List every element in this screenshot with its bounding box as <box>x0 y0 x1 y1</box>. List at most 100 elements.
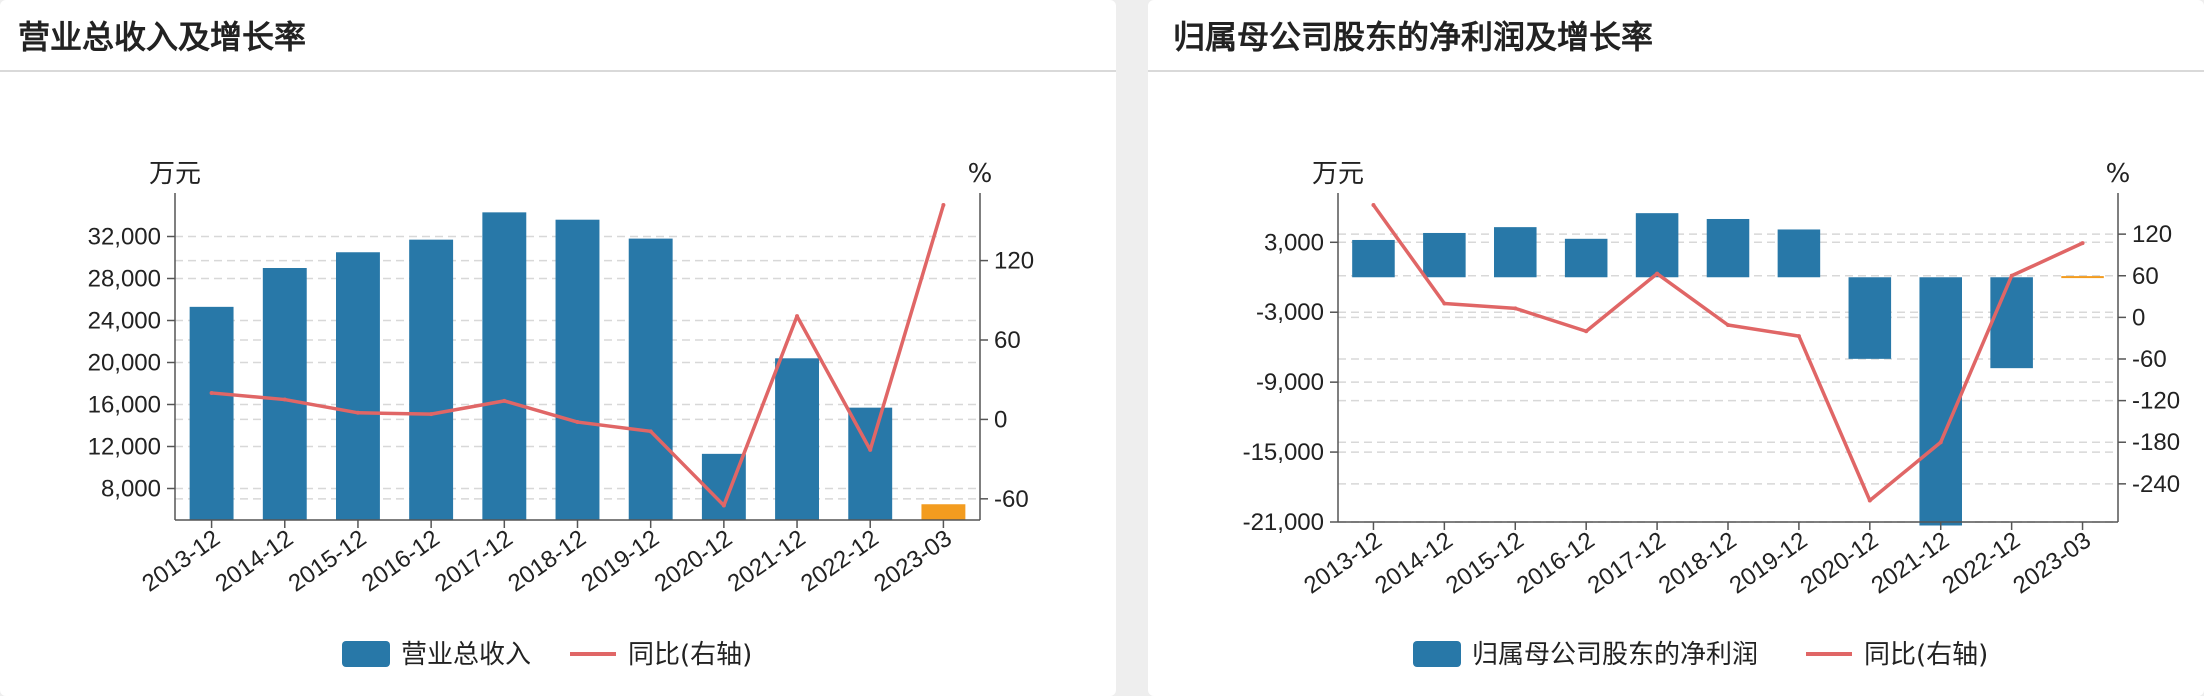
x-tick-label: 2020-12 <box>1796 527 1884 600</box>
growth-rate-point-2019-12[interactable] <box>1796 334 1801 339</box>
right-tick-label: 120 <box>2132 221 2172 248</box>
x-tick-label: 2015-12 <box>1441 527 1529 600</box>
left-tick-label: 28,000 <box>88 266 161 293</box>
x-tick-label: 2023-03 <box>869 525 957 598</box>
bar-2019-12[interactable] <box>1777 229 1821 278</box>
growth-rate-point-2021-12[interactable] <box>1938 440 1943 445</box>
bar-2016-12[interactable] <box>409 239 454 520</box>
growth-rate-point-2016-12[interactable] <box>429 412 434 417</box>
bar-2017-12[interactable] <box>482 212 527 520</box>
bar-2014-12[interactable] <box>262 268 307 520</box>
x-tick-label: 2016-12 <box>357 525 445 598</box>
x-tick-label: 2015-12 <box>284 525 372 598</box>
x-tick-label: 2021-12 <box>1867 527 1955 600</box>
legend[interactable]: 营业总收入 同比(右轴) <box>342 640 752 670</box>
revenue-chart: 万元 % 营业总收入 同比(右轴) 8,000 12,000 16,000 20,00… <box>88 159 1034 670</box>
left-tick-label: 12,000 <box>88 434 161 461</box>
x-tick-label: 2013-12 <box>1299 527 1387 600</box>
right-tick-label: 120 <box>994 248 1034 275</box>
net-profit-panel: 归属母公司股东的净利润及增长率 万元 % 归属母公司股东的净利润 同比(右轴) … <box>1148 0 2204 696</box>
growth-rate-point-2020-12[interactable] <box>1867 498 1872 503</box>
right-axis-unit: % <box>2106 159 2131 189</box>
growth-rate-point-2017-12[interactable] <box>1655 271 1660 276</box>
growth-rate-point-2019-12[interactable] <box>648 429 653 434</box>
bar-2023-03[interactable] <box>921 504 966 520</box>
growth-rate-point-2016-12[interactable] <box>1584 329 1589 334</box>
bar-2021-12[interactable] <box>775 358 819 520</box>
left-axis-unit: 万元 <box>149 159 201 189</box>
x-tick-label: 2022-12 <box>1937 527 2025 600</box>
left-tick-label: 3,000 <box>1264 229 1324 256</box>
bar-2018-12[interactable] <box>1706 218 1750 278</box>
bar-2016-12[interactable] <box>1564 238 1608 278</box>
growth-rate-point-2023-03[interactable] <box>2080 241 2085 246</box>
right-tick-label: -240 <box>2132 471 2180 498</box>
bar-2015-12[interactable] <box>1494 227 1537 278</box>
legend-line-label[interactable]: 同比(右轴) <box>628 640 752 670</box>
growth-rate-point-2018-12[interactable] <box>1726 323 1730 328</box>
left-tick-label: -21,000 <box>1243 509 1324 536</box>
growth-rate-point-2018-12[interactable] <box>575 420 580 425</box>
legend-bar-label[interactable]: 营业总收入 <box>401 640 531 670</box>
left-tick-label: 16,000 <box>88 392 161 419</box>
x-tick-label: 2016-12 <box>1512 527 1600 600</box>
x-tick-label: 2022-12 <box>796 525 884 598</box>
growth-rate-point-2023-03[interactable] <box>941 203 946 207</box>
growth-rate-point-2020-12[interactable] <box>721 503 726 508</box>
revenue-panel-header: 营业总收入及增长率 <box>0 0 1116 72</box>
legend[interactable]: 归属母公司股东的净利润 同比(右轴) <box>1413 640 1988 670</box>
bar-2013-12[interactable] <box>189 306 234 520</box>
legend-bar-swatch[interactable] <box>342 641 390 667</box>
legend-line-label[interactable]: 同比(右轴) <box>1864 640 1988 670</box>
bar-2019-12[interactable] <box>628 238 673 520</box>
bar-series <box>1352 213 2104 526</box>
left-tick-label: -15,000 <box>1243 439 1324 466</box>
bar-2013-12[interactable] <box>1352 239 1395 278</box>
left-tick-label: -3,000 <box>1256 299 1324 326</box>
growth-rate-points <box>209 203 946 508</box>
growth-rate-point-2022-12[interactable] <box>2009 273 2014 278</box>
growth-rate-point-2015-12[interactable] <box>355 410 360 415</box>
x-tick-label: 2017-12 <box>430 525 518 598</box>
bar-2021-12[interactable] <box>1919 277 1962 526</box>
legend-bar-swatch[interactable] <box>1413 641 1461 667</box>
net-profit-chart: 万元 % 归属母公司股东的净利润 同比(右轴) -21,000 -15,000 -9… <box>1243 159 2180 670</box>
growth-rate-point-2014-12[interactable] <box>282 397 287 402</box>
right-axis-unit: % <box>968 159 993 189</box>
left-axis-unit: 万元 <box>1312 159 1364 189</box>
bar-2020-12[interactable] <box>1848 277 1892 359</box>
growth-rate-point-2022-12[interactable] <box>868 447 873 452</box>
bar-2015-12[interactable] <box>336 252 380 520</box>
x-tick-label: 2021-12 <box>723 525 811 598</box>
growth-rate-points <box>1371 203 2085 503</box>
right-tick-label: 0 <box>2132 304 2145 331</box>
legend-bar-label[interactable]: 归属母公司股东的净利润 <box>1472 640 1758 670</box>
bar-2017-12[interactable] <box>1635 213 1679 278</box>
growth-rate-point-2017-12[interactable] <box>502 398 507 403</box>
left-tick-label: 32,000 <box>88 224 161 251</box>
right-tick-label: 60 <box>994 327 1021 354</box>
bar-2018-12[interactable] <box>555 219 600 520</box>
growth-rate-point-2013-12[interactable] <box>1371 203 1376 207</box>
right-tick-label: -120 <box>2132 388 2180 415</box>
left-tick-label: 24,000 <box>88 308 161 335</box>
growth-rate-point-2014-12[interactable] <box>1442 301 1447 306</box>
x-tick-label: 2017-12 <box>1583 527 1671 600</box>
bar-2023-03[interactable] <box>2061 276 2104 279</box>
x-tick-label: 2014-12 <box>211 525 299 598</box>
bar-2014-12[interactable] <box>1423 232 1466 278</box>
bar-2022-12[interactable] <box>1990 277 2033 369</box>
revenue-panel: 营业总收入及增长率 万元 % 营业总收入 同比(右轴) 8,000 12,000 1… <box>0 0 1116 696</box>
x-tick-label: 2019-12 <box>1725 527 1813 600</box>
right-tick-label: -180 <box>2132 429 2180 456</box>
growth-rate-point-2021-12[interactable] <box>795 314 800 319</box>
right-tick-label: -60 <box>2132 346 2167 373</box>
right-tick-label: 0 <box>994 406 1007 433</box>
right-tick-label: -60 <box>994 486 1029 513</box>
x-tick-label: 2023-03 <box>2008 527 2096 600</box>
growth-rate-point-2013-12[interactable] <box>209 390 214 395</box>
left-tick-label: 20,000 <box>88 350 161 377</box>
growth-rate-point-2015-12[interactable] <box>1513 306 1518 311</box>
x-tick-label: 2018-12 <box>503 525 591 598</box>
left-tick-label: 8,000 <box>101 476 161 503</box>
